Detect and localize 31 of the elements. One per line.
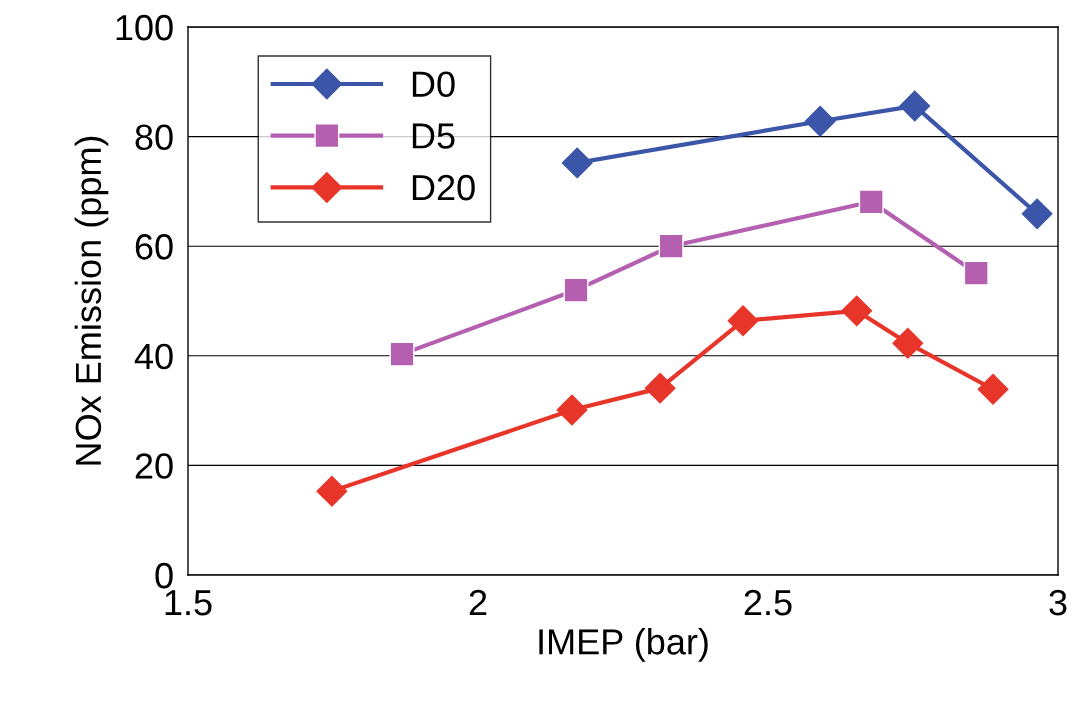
point (841, 295, 873, 327)
x-tick-label: 2.5 (744, 589, 792, 616)
point (563, 277, 589, 303)
point (892, 327, 924, 359)
legend-label: D20 (412, 174, 475, 201)
y-tick-label: 20 (135, 453, 173, 479)
y-axis-title: NOx Emission (ppm) (74, 136, 109, 465)
x-tick-label: 3 (1049, 589, 1067, 616)
y-tick-label: 100 (116, 14, 173, 41)
point (858, 189, 884, 215)
y-tick-label: 40 (134, 343, 173, 370)
x-tick-label: 1.5 (165, 590, 212, 616)
point (389, 341, 415, 367)
y-tick-label: 80 (135, 124, 173, 151)
y-tick-label: 60 (135, 234, 173, 260)
x-axis-title: IMEP (bar) (539, 628, 708, 662)
x-tick-label: 2 (469, 589, 487, 616)
point (644, 372, 676, 404)
legend-label: D5 (412, 123, 455, 149)
point (556, 394, 588, 426)
point (561, 147, 593, 179)
point (963, 260, 989, 286)
legend-label: D0 (412, 71, 455, 97)
y-tick-label: 0 (155, 562, 173, 589)
point (899, 90, 931, 122)
point (727, 305, 759, 337)
point (977, 373, 1009, 405)
point (316, 475, 348, 507)
point (658, 233, 684, 259)
point (804, 105, 836, 137)
point (1021, 198, 1053, 230)
